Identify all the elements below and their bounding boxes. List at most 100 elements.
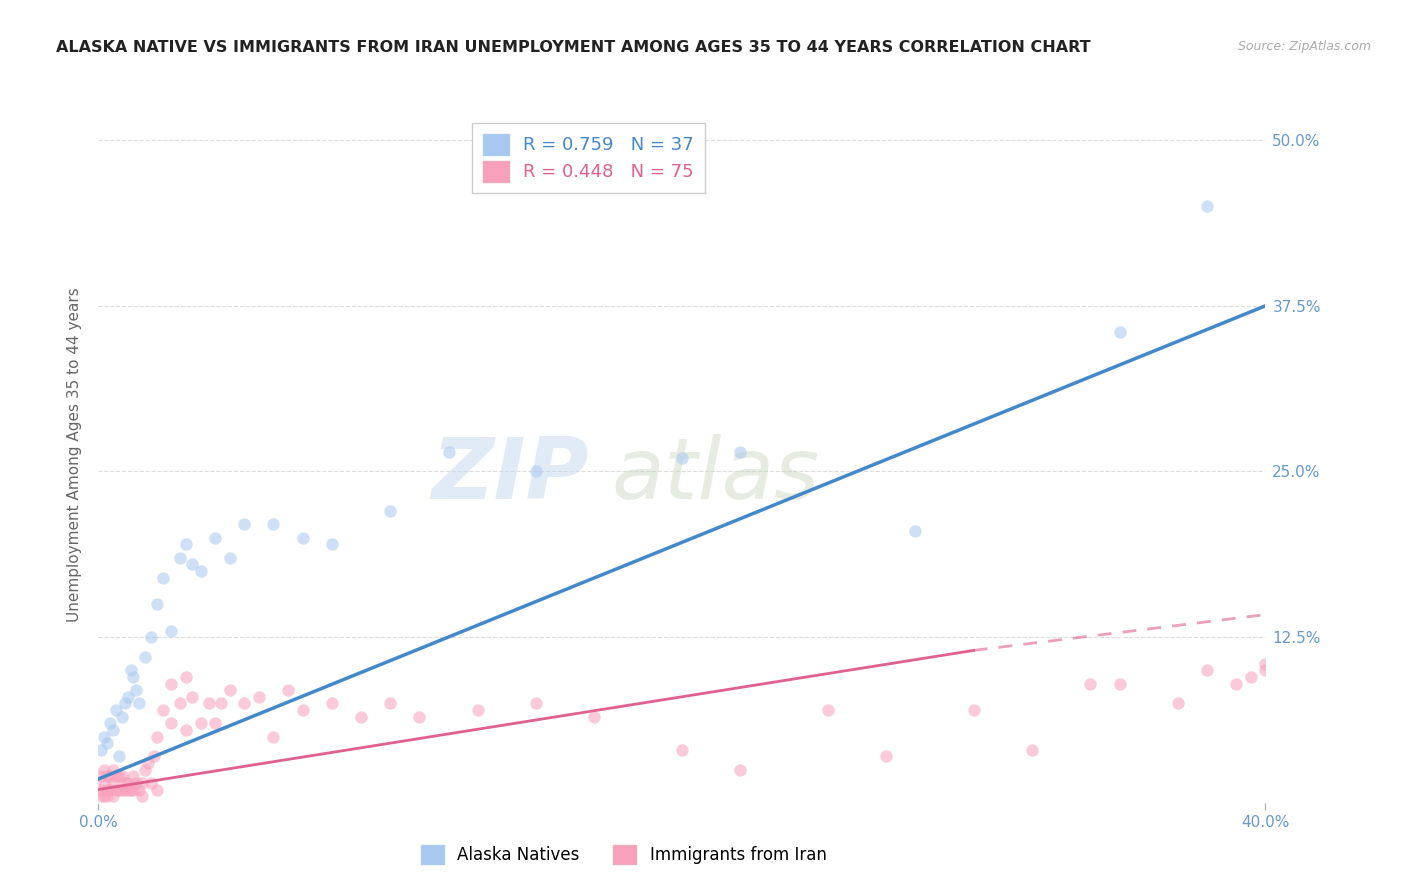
Legend: Alaska Natives, Immigrants from Iran: Alaska Natives, Immigrants from Iran bbox=[413, 838, 834, 871]
Point bbox=[291, 703, 314, 717]
Point bbox=[1080, 676, 1102, 690]
Point bbox=[277, 683, 299, 698]
Point bbox=[146, 597, 169, 611]
Point bbox=[146, 782, 169, 797]
Point bbox=[128, 697, 150, 711]
Point bbox=[93, 763, 115, 777]
Point bbox=[93, 776, 115, 790]
Point bbox=[131, 789, 153, 804]
Point bbox=[122, 782, 145, 797]
Point bbox=[104, 769, 127, 783]
Point bbox=[152, 703, 174, 717]
Point bbox=[524, 465, 547, 479]
Point bbox=[204, 531, 226, 545]
Point bbox=[1195, 199, 1218, 213]
Point bbox=[350, 709, 373, 723]
Point bbox=[467, 703, 489, 717]
Point bbox=[125, 683, 148, 698]
Point bbox=[134, 650, 156, 665]
Point bbox=[139, 630, 162, 644]
Point bbox=[180, 690, 202, 704]
Point bbox=[101, 789, 124, 804]
Text: Source: ZipAtlas.com: Source: ZipAtlas.com bbox=[1237, 40, 1371, 54]
Point bbox=[111, 769, 134, 783]
Point bbox=[174, 537, 197, 551]
Point bbox=[1225, 676, 1247, 690]
Point bbox=[262, 517, 284, 532]
Point bbox=[104, 782, 127, 797]
Point bbox=[730, 763, 752, 777]
Point bbox=[101, 763, 124, 777]
Point bbox=[98, 716, 121, 731]
Point bbox=[125, 776, 148, 790]
Point bbox=[1167, 697, 1189, 711]
Point bbox=[96, 789, 118, 804]
Point bbox=[583, 709, 606, 723]
Point bbox=[101, 776, 124, 790]
Point bbox=[98, 769, 121, 783]
Point bbox=[98, 782, 121, 797]
Point bbox=[134, 763, 156, 777]
Point bbox=[190, 716, 212, 731]
Point bbox=[160, 676, 183, 690]
Point bbox=[875, 749, 897, 764]
Point bbox=[524, 697, 547, 711]
Point bbox=[408, 709, 430, 723]
Point bbox=[247, 690, 270, 704]
Point bbox=[90, 769, 112, 783]
Point bbox=[730, 444, 752, 458]
Point bbox=[101, 723, 124, 737]
Point bbox=[108, 749, 131, 764]
Text: ALASKA NATIVE VS IMMIGRANTS FROM IRAN UNEMPLOYMENT AMONG AGES 35 TO 44 YEARS COR: ALASKA NATIVE VS IMMIGRANTS FROM IRAN UN… bbox=[56, 40, 1091, 55]
Point bbox=[131, 776, 153, 790]
Point bbox=[108, 782, 131, 797]
Point bbox=[233, 517, 256, 532]
Point bbox=[1195, 663, 1218, 677]
Point bbox=[321, 697, 343, 711]
Point bbox=[111, 709, 134, 723]
Point bbox=[90, 789, 112, 804]
Point bbox=[218, 550, 240, 565]
Point bbox=[117, 690, 139, 704]
Point bbox=[904, 524, 927, 538]
Text: ZIP: ZIP bbox=[430, 434, 589, 517]
Point bbox=[204, 716, 226, 731]
Point bbox=[1021, 743, 1043, 757]
Point bbox=[111, 782, 134, 797]
Point bbox=[233, 697, 256, 711]
Point bbox=[180, 558, 202, 572]
Point bbox=[142, 749, 165, 764]
Point bbox=[136, 756, 159, 770]
Point bbox=[93, 730, 115, 744]
Point bbox=[93, 789, 115, 804]
Point bbox=[962, 703, 984, 717]
Point bbox=[209, 697, 232, 711]
Point bbox=[1240, 670, 1263, 684]
Point bbox=[1254, 657, 1277, 671]
Point bbox=[117, 782, 139, 797]
Point bbox=[198, 697, 221, 711]
Text: atlas: atlas bbox=[612, 434, 820, 517]
Point bbox=[174, 723, 197, 737]
Point bbox=[380, 504, 402, 518]
Point bbox=[120, 663, 142, 677]
Point bbox=[169, 550, 191, 565]
Point bbox=[160, 716, 183, 731]
Point bbox=[152, 570, 174, 584]
Point bbox=[218, 683, 240, 698]
Point bbox=[160, 624, 183, 638]
Point bbox=[671, 451, 693, 466]
Point bbox=[1108, 676, 1130, 690]
Point bbox=[321, 537, 343, 551]
Point bbox=[120, 782, 142, 797]
Y-axis label: Unemployment Among Ages 35 to 44 years: Unemployment Among Ages 35 to 44 years bbox=[67, 287, 83, 623]
Point bbox=[817, 703, 839, 717]
Point bbox=[671, 743, 693, 757]
Point bbox=[262, 730, 284, 744]
Point bbox=[96, 782, 118, 797]
Point bbox=[1108, 326, 1130, 340]
Point bbox=[108, 769, 131, 783]
Point bbox=[169, 697, 191, 711]
Point bbox=[190, 564, 212, 578]
Point bbox=[122, 769, 145, 783]
